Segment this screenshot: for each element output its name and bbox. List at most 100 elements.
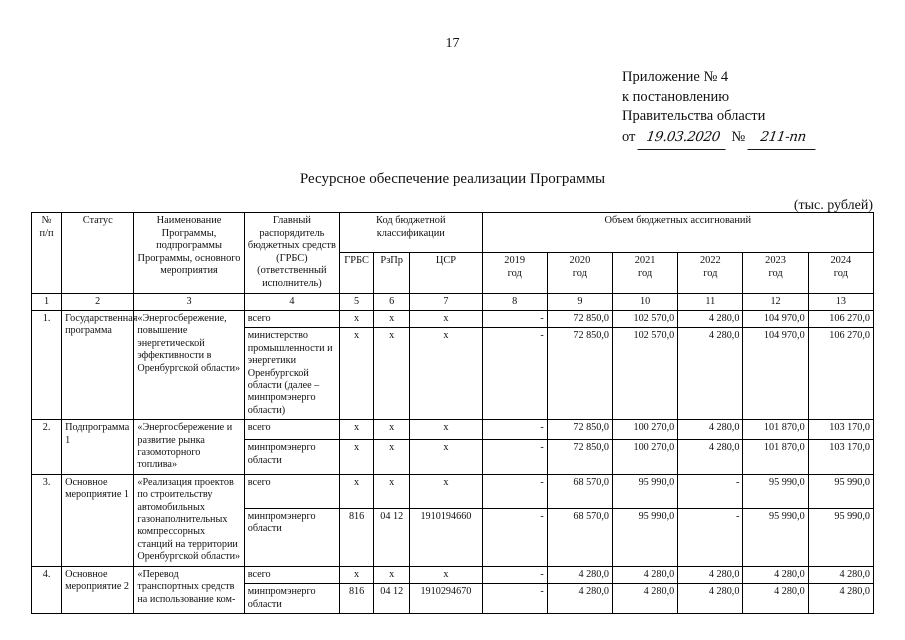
row-status: Подпрограмма 1 bbox=[61, 419, 135, 475]
row-grbs: минпромэнерго области bbox=[243, 583, 341, 614]
row-razpr: х bbox=[373, 565, 411, 585]
table-row: 2. Подпрограмма 1 «Энергосбережение и разв… bbox=[30, 419, 875, 475]
row-value-2023: 101 870,0 bbox=[742, 419, 809, 441]
row-grbs: всего bbox=[243, 565, 341, 585]
header-year-2019: 2019 год bbox=[481, 252, 548, 294]
row-value-2021: 95 990,0 bbox=[611, 507, 679, 567]
table-body: 1. Государственная программа «Энергосбереж… bbox=[30, 309, 875, 614]
table-row: министерство промышленности и энергетики… bbox=[32, 327, 875, 421]
header-year-2021: 2021 год bbox=[611, 252, 679, 294]
document-title: Ресурсное обеспечение реализации Програм… bbox=[299, 171, 606, 187]
row-value-2020: 72 850,0 bbox=[546, 309, 614, 329]
row-value-2020: 4 280,0 bbox=[546, 565, 614, 585]
row-index: 3. bbox=[30, 473, 63, 567]
row-razpr: 04 12 bbox=[373, 583, 411, 614]
row-value-2021: 4 280,0 bbox=[611, 583, 679, 614]
row-grbs: всего bbox=[243, 309, 341, 329]
column-number: 2 bbox=[61, 292, 135, 311]
row-value-2022: - bbox=[677, 507, 744, 567]
row-grbs-code: х bbox=[339, 419, 375, 441]
row-tsr: х bbox=[409, 309, 483, 329]
appendix-line-1: Приложение № 4 bbox=[622, 69, 729, 85]
row-tsr: х bbox=[409, 327, 483, 421]
table-column-number-row: 1 2 3 4 5 6 7 8 9 10 11 12 13 bbox=[30, 292, 875, 311]
column-number: 7 bbox=[409, 292, 483, 311]
row-value-2021: 95 990,0 bbox=[611, 473, 679, 509]
row-razpr: х bbox=[373, 419, 411, 441]
row-tsr: 1910294670 bbox=[409, 583, 483, 614]
row-value-2022: 4 280,0 bbox=[677, 565, 744, 585]
row-value-2024: 106 270,0 bbox=[807, 309, 875, 329]
row-tsr: х bbox=[409, 439, 483, 475]
from-label: от bbox=[622, 128, 636, 145]
row-value-2021: 102 570,0 bbox=[611, 327, 679, 421]
row-grbs: минпромэнерго области bbox=[243, 507, 341, 567]
row-value-2022: 4 280,0 bbox=[677, 309, 744, 329]
row-name: «Энергосбережение и развитие рынка газом… bbox=[133, 419, 245, 475]
header-grbs-code: ГРБС bbox=[339, 252, 375, 294]
header-year-2022: 2022 год bbox=[677, 252, 744, 294]
column-number: 10 bbox=[611, 292, 679, 311]
row-grbs-code: 816 bbox=[339, 507, 375, 567]
row-value-2019: - bbox=[481, 565, 548, 585]
row-grbs: министерство промышленности и энергетики… bbox=[243, 327, 341, 421]
row-value-2019: - bbox=[481, 507, 548, 567]
row-index: 4. bbox=[30, 565, 63, 614]
row-value-2020: 68 570,0 bbox=[546, 473, 614, 509]
row-value-2022: 4 280,0 bbox=[677, 439, 744, 475]
header-volume-group: Объем бюджетных ассигнований bbox=[481, 211, 875, 254]
row-value-2019: - bbox=[481, 583, 548, 614]
table-row: 4. Основное мероприятие 2 «Перевод транспо… bbox=[30, 565, 875, 614]
row-razpr: х bbox=[373, 473, 411, 509]
row-razpr: х bbox=[373, 327, 411, 421]
table-row: 3. Основное мероприятие 1 «Реализация прое… bbox=[30, 473, 875, 567]
row-value-2024: 4 280,0 bbox=[807, 583, 875, 614]
table-row: 1. Государственная программа «Энергосбереж… bbox=[30, 309, 875, 421]
row-razpr: х bbox=[373, 309, 411, 329]
row-name: «Перевод транспортных средств на использ… bbox=[133, 565, 245, 614]
appendix-line-2: к постановлению bbox=[622, 88, 730, 105]
row-value-2022: 4 280,0 bbox=[677, 419, 744, 441]
row-tsr: х bbox=[409, 473, 483, 509]
row-value-2019: - bbox=[481, 473, 548, 509]
row-razpr: 04 12 bbox=[373, 507, 411, 567]
column-number: 5 bbox=[339, 292, 375, 311]
row-value-2024: 95 990,0 bbox=[807, 473, 875, 509]
row-value-2020: 72 850,0 bbox=[546, 419, 614, 441]
header-year-2023: 2023 год bbox=[742, 252, 809, 294]
row-status: Государственная программа bbox=[61, 309, 137, 421]
row-grbs: всего bbox=[243, 473, 341, 509]
row-value-2023: 4 280,0 bbox=[742, 583, 809, 614]
page-number: 17 bbox=[445, 36, 460, 51]
header-number: № п/п bbox=[30, 212, 63, 294]
header-grbs: Главный распорядитель бюджетных средств … bbox=[243, 212, 341, 294]
row-grbs: минпромэнерго области bbox=[243, 439, 341, 475]
units-label: (тыс. рублей) bbox=[793, 198, 873, 213]
header-status: Статус bbox=[61, 212, 135, 294]
row-value-2019: - bbox=[481, 327, 548, 421]
row-tsr: х bbox=[409, 419, 483, 441]
column-number: 3 bbox=[133, 292, 245, 311]
row-value-2020: 72 850,0 bbox=[546, 439, 614, 475]
column-number: 11 bbox=[677, 292, 744, 311]
row-grbs-code: х bbox=[339, 565, 375, 585]
row-grbs-code: 816 bbox=[339, 583, 375, 614]
number-sign: № bbox=[731, 128, 746, 145]
row-grbs-code: х bbox=[339, 327, 375, 421]
header-year-2020: 2020 год bbox=[546, 252, 614, 294]
row-name: «Реализация проектов по строительству ав… bbox=[133, 473, 245, 567]
row-status: Основное мероприятие 1 bbox=[61, 473, 135, 567]
column-number: 6 bbox=[373, 292, 411, 311]
table-header-row-2: ГРБС РзПр ЦСР 2019 год 2020 год 2021 год… bbox=[32, 252, 875, 294]
row-value-2023: 104 970,0 bbox=[742, 327, 809, 421]
row-grbs-code: х bbox=[339, 309, 375, 329]
header-year-2024: 2024 год bbox=[807, 252, 875, 294]
row-value-2022: - bbox=[677, 473, 744, 509]
row-value-2024: 95 990,0 bbox=[807, 507, 875, 567]
row-value-2022: 4 280,0 bbox=[677, 583, 744, 614]
row-value-2020: 68 570,0 bbox=[546, 507, 614, 567]
decree-date-line: от 19.03.2020 № 211-пп bbox=[622, 127, 819, 149]
row-value-2022: 4 280,0 bbox=[677, 327, 744, 421]
column-number: 12 bbox=[742, 292, 809, 311]
row-value-2019: - bbox=[481, 419, 548, 441]
